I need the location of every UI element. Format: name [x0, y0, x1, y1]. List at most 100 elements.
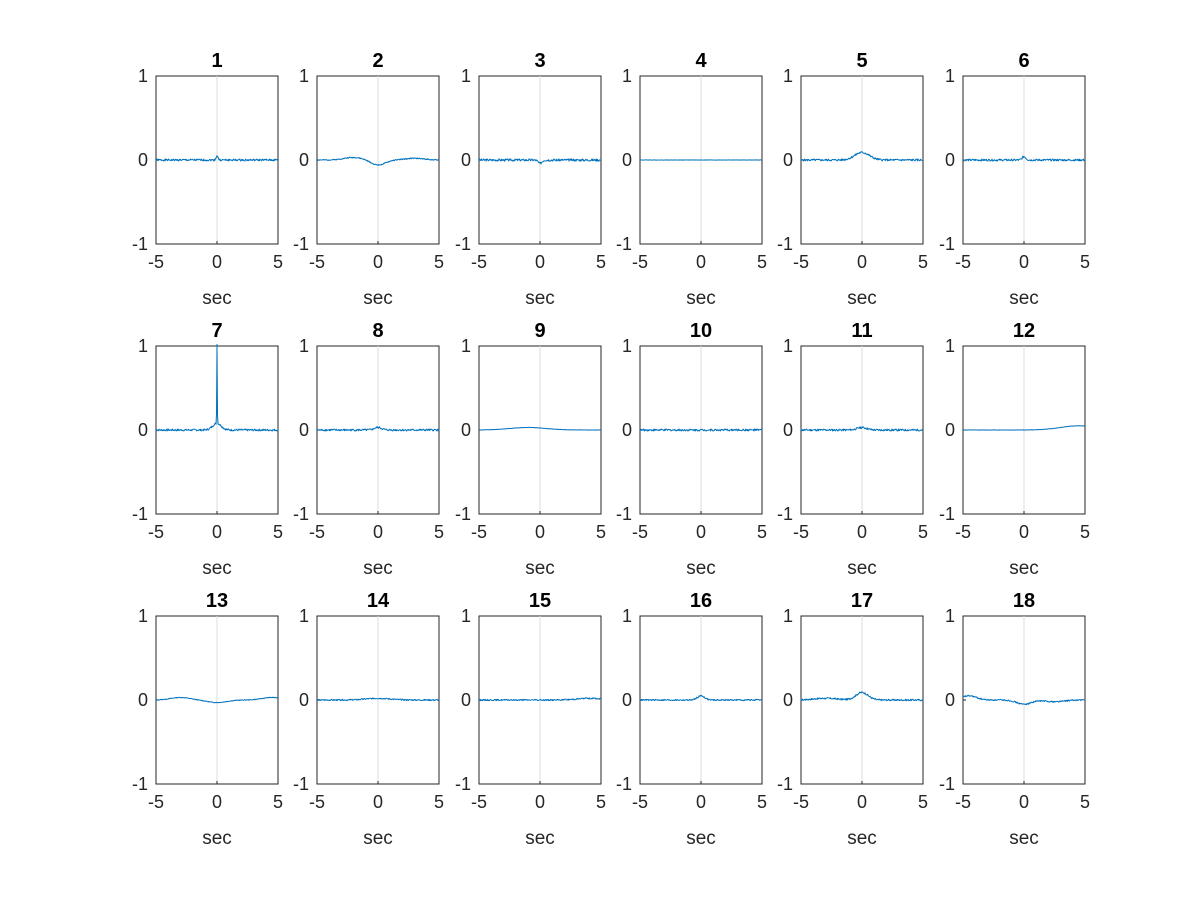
y-tick-label: 1: [945, 606, 955, 626]
y-tick-label: 0: [783, 420, 793, 440]
x-tick-label: 0: [212, 792, 222, 812]
x-axis-label: sec: [525, 288, 555, 309]
x-axis-label: sec: [686, 288, 716, 309]
signal-trace: [316, 156, 440, 166]
x-tick-label: 5: [1080, 252, 1090, 272]
y-tick-label: 0: [783, 150, 793, 170]
y-tick-label: 1: [138, 606, 148, 626]
x-tick-label: -5: [955, 252, 971, 272]
x-tick-label: -5: [148, 252, 164, 272]
y-tick-label: 1: [461, 66, 471, 86]
subplot-title: 9: [534, 320, 545, 342]
y-tick-label: 0: [299, 150, 309, 170]
x-axis-label: sec: [1009, 828, 1039, 849]
subplot-title: 6: [1018, 50, 1029, 72]
y-tick-label: -1: [132, 774, 148, 794]
y-tick-label: -1: [132, 234, 148, 254]
subplot-title: 1: [211, 50, 222, 72]
subplot-7: 7 1 0 -1-5 0 5 sec: [132, 320, 283, 579]
subplot-14: 14 1 0 -1-5 0 5 sec: [293, 590, 444, 849]
subplot-2: 2 1 0 -1-5 0 5 sec: [293, 50, 444, 309]
y-tick-label: 0: [945, 420, 955, 440]
y-tick-label: 1: [783, 606, 793, 626]
signal-trace: [316, 697, 440, 702]
y-tick-label: -1: [939, 504, 955, 524]
subplot-6: 6 1 0 -1-5 0 5 sec: [939, 50, 1090, 309]
x-tick-label: 0: [857, 792, 867, 812]
y-tick-label: 1: [138, 336, 148, 356]
x-tick-label: -5: [632, 252, 648, 272]
x-tick-label: 0: [212, 252, 222, 272]
signal-trace: [316, 426, 440, 432]
y-tick-label: -1: [777, 774, 793, 794]
y-tick-label: 1: [299, 336, 309, 356]
x-tick-label: 5: [434, 792, 444, 812]
x-tick-label: 5: [434, 252, 444, 272]
y-tick-label: -1: [455, 234, 471, 254]
subplot-title: 5: [856, 50, 867, 72]
x-axis-label: sec: [363, 558, 393, 579]
subplot-5: 5 1 0 -1-5 0 5 sec: [777, 50, 928, 309]
x-tick-label: 5: [273, 252, 283, 272]
signal-trace: [478, 697, 602, 702]
x-tick-label: -5: [471, 792, 487, 812]
y-tick-label: -1: [777, 504, 793, 524]
x-tick-label: 5: [596, 522, 606, 542]
y-tick-label: -1: [132, 504, 148, 524]
y-tick-label: 0: [138, 690, 148, 710]
y-tick-label: 0: [945, 690, 955, 710]
x-tick-label: 0: [696, 522, 706, 542]
subplot-12: 12 1 0 -1-5 0 5 sec: [939, 320, 1090, 579]
x-axis-label: sec: [847, 558, 877, 579]
signal-trace: [639, 694, 763, 702]
x-tick-label: 0: [857, 252, 867, 272]
y-tick-label: 1: [461, 606, 471, 626]
y-tick-label: 1: [945, 336, 955, 356]
x-tick-label: 0: [212, 522, 222, 542]
signal-trace: [155, 343, 279, 432]
x-axis-label: sec: [686, 828, 716, 849]
y-tick-label: -1: [616, 234, 632, 254]
y-tick-label: -1: [616, 504, 632, 524]
x-axis-label: sec: [1009, 558, 1039, 579]
y-tick-label: 1: [138, 66, 148, 86]
subplot-17: 17 1 0 -1-5 0 5 sec: [777, 590, 928, 849]
y-tick-label: 0: [945, 150, 955, 170]
signal-trace: [962, 425, 1086, 431]
y-tick-label: 1: [783, 66, 793, 86]
x-tick-label: 5: [273, 792, 283, 812]
x-tick-label: 0: [1019, 522, 1029, 542]
subplot-title: 4: [695, 50, 707, 72]
subplot-title: 15: [529, 590, 551, 612]
x-tick-label: -5: [148, 522, 164, 542]
x-tick-label: 0: [373, 792, 383, 812]
subplot-15: 15 1 0 -1-5 0 5 sec: [455, 590, 606, 849]
x-tick-label: -5: [471, 252, 487, 272]
y-tick-label: 0: [138, 150, 148, 170]
y-tick-label: -1: [455, 774, 471, 794]
x-tick-label: 0: [857, 522, 867, 542]
x-tick-label: -5: [309, 252, 325, 272]
y-tick-label: 0: [138, 420, 148, 440]
x-tick-label: 5: [434, 522, 444, 542]
y-tick-label: 1: [622, 606, 632, 626]
x-tick-label: 5: [1080, 792, 1090, 812]
signal-trace: [800, 691, 924, 702]
x-axis-label: sec: [847, 828, 877, 849]
y-tick-label: 0: [622, 150, 632, 170]
y-tick-label: 1: [783, 336, 793, 356]
x-tick-label: 0: [1019, 252, 1029, 272]
y-tick-label: 1: [299, 606, 309, 626]
subplot-title: 14: [367, 590, 390, 612]
x-tick-label: 5: [918, 252, 928, 272]
x-tick-label: -5: [148, 792, 164, 812]
x-tick-label: -5: [471, 522, 487, 542]
y-tick-label: -1: [293, 234, 309, 254]
signal-trace: [800, 151, 924, 162]
x-tick-label: -5: [793, 792, 809, 812]
x-tick-label: -5: [955, 792, 971, 812]
x-tick-label: 0: [373, 252, 383, 272]
subplot-title: 16: [690, 590, 712, 612]
signal-trace: [800, 426, 924, 432]
